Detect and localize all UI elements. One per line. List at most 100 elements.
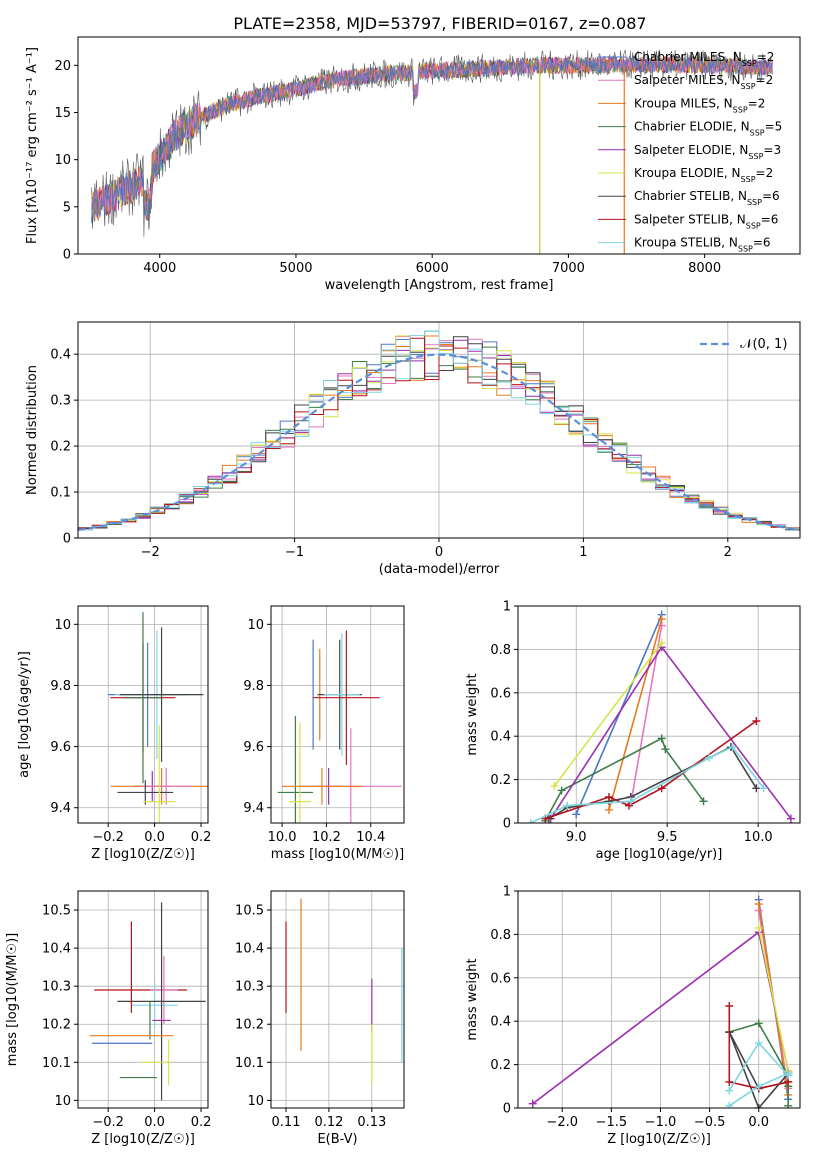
spectrum-series-line <box>91 56 773 220</box>
axes-weight-vs-age: 9.0 9.5 10.0 0 0.2 0.4 0.6 0.8 1 age [log10(age/y… <box>465 600 801 862</box>
y-tick-label: 20 <box>54 59 71 74</box>
legend-subscript: SSP <box>742 59 757 68</box>
y-tick-label: 0.8 <box>490 928 511 943</box>
y-tick-label: 0.4 <box>490 1015 511 1030</box>
x-tick-label: 0.2 <box>191 1115 212 1130</box>
legend-item-label: 𝒩(0, 1) <box>740 337 787 352</box>
legend-item-label: Chabrier STELIB, NSSP=6 <box>634 189 780 207</box>
legend-subscript: SSP <box>748 151 763 160</box>
y-tick-label: 10.5 <box>42 904 71 919</box>
y-tick-label: 10.4 <box>42 942 71 957</box>
weight-point-marker <box>550 782 559 791</box>
plot-area-weight-vs-Z <box>528 895 793 1108</box>
y-axis-label: mass weight <box>465 673 480 755</box>
legend-subscript: SSP <box>747 198 762 207</box>
plot-area-age-vs-Z <box>108 612 208 823</box>
legend-count: =2 <box>756 73 774 87</box>
x-axis-label: age [log10(age/yr)] <box>596 847 723 862</box>
x-tick-label: 1 <box>579 545 587 560</box>
x-axis-label: Z [log10(Z/Z☉)] <box>607 1132 711 1147</box>
weight-point-marker <box>754 923 763 932</box>
y-tick-label: 10.1 <box>42 1056 71 1071</box>
y-tick-label: 0.8 <box>490 643 511 658</box>
weight-point-marker <box>754 1038 763 1047</box>
y-tick-label: 0 <box>503 1102 511 1117</box>
weight-point-marker <box>725 1077 734 1086</box>
y-tick-label: 9.4 <box>50 801 71 816</box>
axes-frame <box>77 321 801 539</box>
y-tick-label: 0 <box>63 248 71 263</box>
weight-point-marker <box>784 1101 793 1108</box>
legend-count: =2 <box>757 50 775 64</box>
legend-count: =2 <box>748 96 766 110</box>
x-tick-label: 10.4 <box>356 830 385 845</box>
weight-point-marker <box>657 734 666 743</box>
legend-subscript: SSP <box>746 221 761 230</box>
x-axis-label: mass [log10(M/M☉)] <box>271 847 404 862</box>
legend-item-label: Chabrier ELODIE, NSSP=5 <box>634 120 782 138</box>
weight-point-marker <box>728 743 737 752</box>
weight-point-marker <box>624 801 633 810</box>
x-tick-label: −0.5 <box>694 1115 726 1130</box>
weight-point-marker <box>626 797 635 806</box>
x-tick-label: −1.5 <box>596 1115 628 1130</box>
legend-item-label: Kroupa ELODIE, NSSP=2 <box>634 166 773 184</box>
weight-point-marker <box>572 810 581 819</box>
y-tick-label: 10.2 <box>42 1018 71 1033</box>
y-tick-label: 0 <box>63 532 71 547</box>
y-tick-label: 0.6 <box>490 686 511 701</box>
axes-frame <box>270 605 405 824</box>
y-axis-label: mass weight <box>465 958 480 1040</box>
weight-point-marker <box>699 797 708 806</box>
x-tick-label: 9.5 <box>657 830 678 845</box>
plot-area-weight-vs-age <box>526 610 795 823</box>
legend-item-label: Salpeter ELODIE, NSSP=3 <box>634 143 781 161</box>
legend-item-label: Chabrier MILES, NSSP=2 <box>634 50 774 68</box>
legend-count: =6 <box>753 236 771 250</box>
weight-point-marker <box>752 784 761 793</box>
y-axis-label: age [log10(age/yr)] <box>17 651 32 778</box>
x-tick-label: 7000 <box>552 261 585 276</box>
x-tick-label: 0 <box>435 545 443 560</box>
plot-area-spectrum <box>91 49 773 254</box>
x-tick-label: 0.12 <box>314 1115 343 1130</box>
x-tick-label: −1 <box>285 545 304 560</box>
weight-point-marker <box>526 819 535 823</box>
axes-residuals: −2 −1 0 1 2 0 0.1 0.2 0.3 0.4 (data-model)/error No… <box>25 321 801 577</box>
weight-point-marker <box>786 814 795 823</box>
weight-point-marker <box>725 1002 734 1011</box>
axes-spectrum: 4000 5000 6000 7000 8000 0 5 10 15 20 wavelength [… <box>25 36 801 293</box>
spectrum-series-line <box>91 55 773 223</box>
y-tick-label: 0.2 <box>50 440 71 455</box>
x-tick-label: 0.11 <box>272 1115 301 1130</box>
y-tick-label: 9.6 <box>50 740 71 755</box>
weight-series-line <box>530 746 765 823</box>
weight-point-marker <box>754 1082 763 1091</box>
weight-series-line <box>608 618 663 811</box>
x-axis-label: E(B-V) <box>317 1132 357 1147</box>
x-axis-label: Z [log10(Z/Z☉)] <box>91 1132 195 1147</box>
x-tick-label: 10.2 <box>312 830 341 845</box>
plot-area-mass-vs-Z <box>89 902 206 1101</box>
plot-area-age-vs-mass <box>277 630 402 823</box>
weight-point-marker <box>784 1071 793 1080</box>
y-tick-label: 9.8 <box>243 679 264 694</box>
axes-weight-vs-Z: −2.0 −1.5 −1.0 −0.5 0.0 0 0.2 0.4 0.6 0.8 1 Z [log1… <box>465 885 801 1147</box>
weight-point-marker <box>754 1019 763 1028</box>
y-tick-label: 5 <box>63 200 71 215</box>
axes-frame <box>517 605 801 824</box>
weight-point-marker <box>752 717 761 726</box>
histogram-step-line <box>78 330 800 533</box>
legend-count: =2 <box>756 166 774 180</box>
gaussian-reference-curve <box>78 353 800 531</box>
weight-point-marker <box>759 784 768 793</box>
weight-point-marker <box>661 745 670 754</box>
y-tick-label: 10.3 <box>42 980 71 995</box>
y-tick-label: 0.2 <box>490 1058 511 1073</box>
x-tick-label: 10.0 <box>744 830 773 845</box>
y-tick-label: 0.3 <box>50 394 71 409</box>
plot-area-residuals <box>78 330 800 533</box>
y-tick-label: 1 <box>503 600 511 615</box>
x-tick-label: 8000 <box>688 261 721 276</box>
